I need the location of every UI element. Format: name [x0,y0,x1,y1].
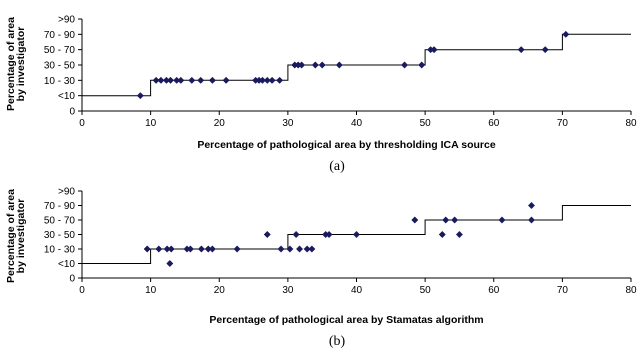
y-tick-label: 10 - 30 [44,76,76,87]
x-tick-label: 50 [420,285,432,296]
data-point [208,245,216,253]
x-tick-label: 70 [557,118,569,129]
data-point [418,61,426,69]
x-axis-label: Percentage of pathological area by thres… [197,139,496,151]
data-point [541,46,549,54]
y-tick-label: <10 [58,259,75,270]
data-point [286,245,294,253]
y-tick-label: 30 - 50 [44,61,76,72]
data-point [430,46,438,54]
x-tick-label: 30 [282,285,294,296]
x-axis-label: Percentage of pathological area by Stama… [209,314,483,326]
y-tick-label: <10 [58,91,75,102]
data-point [527,201,536,210]
data-point [298,61,306,69]
x-tick-label: 30 [282,118,294,129]
data-point [311,61,319,69]
x-tick-label: 0 [79,118,85,129]
x-tick-label: 20 [214,118,226,129]
data-point [517,46,525,54]
data-point [308,245,316,253]
x-tick-label: 0 [79,285,85,296]
data-point [222,76,230,84]
x-tick-label: 80 [625,285,637,296]
data-point [325,230,333,239]
x-tick-label: 40 [351,118,363,129]
y-tick-label: 30 - 50 [44,230,76,241]
data-point [335,61,343,69]
data-point [352,230,361,239]
x-tick-label: 60 [488,118,500,129]
y-tick-label: >90 [58,15,75,26]
x-tick-label: 40 [351,285,363,296]
data-point [186,245,194,253]
data-point [166,259,174,268]
data-point [451,216,459,224]
data-point [258,76,267,84]
data-point [166,76,175,84]
data-point [263,230,271,239]
y-tick-label: 10 - 30 [44,245,76,256]
data-point [455,230,463,239]
y-axis-label: Percentage of area [5,17,17,111]
data-point [303,245,311,253]
data-point [400,61,409,69]
data-point [318,61,326,69]
y-axis-label: by investigator [15,27,27,102]
data-point [136,92,144,100]
data-point [197,245,205,253]
data-point [438,230,446,239]
data-point [292,230,300,239]
data-point [155,245,163,253]
y-axis-label: Percentage of area [5,189,17,283]
panel-b: 0 <10 10 - 30 30 - 50 50 - 70 70 - 90 >90 0 10 20… [5,187,637,350]
x-tick-label: 80 [625,118,637,129]
step-line [82,33,631,97]
y-tick-label: >90 [58,187,75,198]
y-tick-label: 70 - 90 [44,30,76,41]
x-tick-label: 20 [214,285,226,296]
panel-caption: (a) [329,159,345,174]
x-tick-label: 10 [145,118,157,129]
x-tick-label: 60 [488,285,500,296]
data-point [197,76,205,84]
panel-caption: (b) [329,334,346,349]
y-tick-label: 0 [69,274,75,285]
y-tick-label: 0 [69,107,75,118]
data-point [498,216,506,224]
data-point [277,245,285,253]
data-point [188,76,196,84]
data-point [276,76,284,84]
data-point [167,245,175,253]
y-tick-label: 50 - 70 [44,216,76,227]
data-point [411,216,419,224]
data-point [152,76,160,84]
data-point [177,76,185,84]
data-point [562,30,570,38]
data-point [442,216,450,224]
data-point [295,245,304,253]
y-axis-label: by investigator [15,199,27,274]
data-point [143,245,151,253]
data-point [157,76,165,84]
y-tick-label: 50 - 70 [44,45,76,56]
data-point [208,76,216,84]
x-tick-label: 50 [420,118,432,129]
x-tick-label: 70 [557,285,569,296]
y-tick-label: 70 - 90 [44,201,76,212]
panel-a: 0 <10 10 - 30 30 - 50 50 - 70 70 - 90 >90 0 10 20… [5,15,637,175]
data-point [263,76,271,84]
data-point [233,245,241,253]
data-point [527,216,536,224]
x-tick-label: 10 [145,285,157,296]
data-point [268,76,276,84]
